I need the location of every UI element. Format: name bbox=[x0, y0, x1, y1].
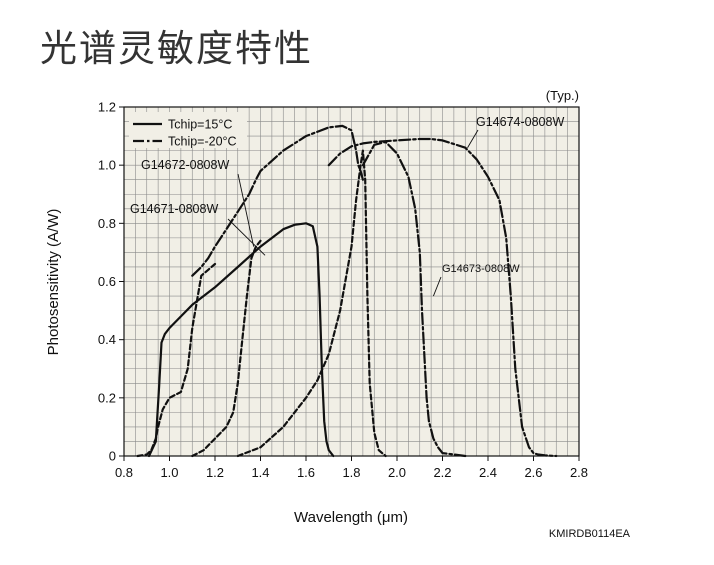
x-tick-label: 1.2 bbox=[206, 465, 224, 480]
series-line-g14671-0808w-solid bbox=[147, 222, 335, 458]
y-tick-label: 0.6 bbox=[98, 274, 116, 289]
series-line-g14673-0808w-dash bbox=[236, 149, 387, 458]
x-tick-label: 2.4 bbox=[479, 465, 497, 480]
x-tick-label: 1.0 bbox=[160, 465, 178, 480]
grid bbox=[124, 107, 579, 456]
y-tick-label: 1.0 bbox=[98, 158, 116, 173]
x-tick-label: 1.4 bbox=[251, 465, 269, 480]
x-tick-label: 2.8 bbox=[570, 465, 588, 480]
annotation-leader-line bbox=[432, 276, 442, 297]
annotation-leader-line bbox=[227, 218, 266, 256]
ticks: 0.8 1.0 1.2 1.4 1.6 1.8 2.0 2.2 2.4 2.6 2.8 0 0.2 0.4… bbox=[98, 100, 588, 481]
x-tick-label: 2.0 bbox=[388, 465, 406, 480]
y-tick-label: 0 bbox=[109, 449, 116, 464]
y-tick-label: 0.4 bbox=[98, 332, 116, 347]
legend: Tchip=15°C Tchip=-20°C bbox=[129, 112, 247, 149]
annotation-label: G14674-0808W bbox=[476, 115, 564, 129]
annotation-label: G14672-0808W bbox=[141, 158, 229, 172]
y-tick-label: 1.2 bbox=[98, 100, 116, 115]
y-axis-label: Photosensitivity (A/W) bbox=[45, 209, 62, 356]
series-line-g14673-0808w-dash-dot bbox=[361, 140, 467, 458]
legend-label: Tchip=15°C bbox=[168, 118, 232, 132]
page-title: 光谱灵敏度特性 bbox=[40, 27, 313, 70]
series-line-g14672-0808w-dash-dot bbox=[191, 124, 364, 277]
typ-note: (Typ.) bbox=[546, 88, 579, 103]
annotation-leader-line bbox=[237, 173, 255, 247]
annotation-label: G14673-0808W bbox=[442, 263, 520, 275]
legend-label: Tchip=-20°C bbox=[168, 135, 237, 149]
series-line-g14671-0808w-dash bbox=[136, 262, 217, 458]
x-tick-label: 2.6 bbox=[524, 465, 542, 480]
x-tick-label: 1.6 bbox=[297, 465, 315, 480]
x-tick-label: 0.8 bbox=[115, 465, 133, 480]
annotations: G14671-0808W G14672-0808W G14673-0808W G146… bbox=[130, 115, 564, 297]
series-line-g14674-0808w-dash-dot bbox=[327, 137, 558, 458]
x-tick-label: 2.2 bbox=[433, 465, 451, 480]
x-tick-label: 1.8 bbox=[342, 465, 360, 480]
document-id: KMIRDB0114EA bbox=[549, 528, 631, 540]
y-tick-label: 0.2 bbox=[98, 390, 116, 405]
y-tick-label: 0.8 bbox=[98, 216, 116, 231]
annotation-leader-line bbox=[467, 129, 479, 148]
series-line-g14672-0808w-dash bbox=[191, 239, 262, 458]
curves bbox=[136, 124, 558, 458]
annotation-label: G14671-0808W bbox=[130, 202, 218, 216]
x-axis-label: Wavelength (μm) bbox=[294, 509, 408, 526]
